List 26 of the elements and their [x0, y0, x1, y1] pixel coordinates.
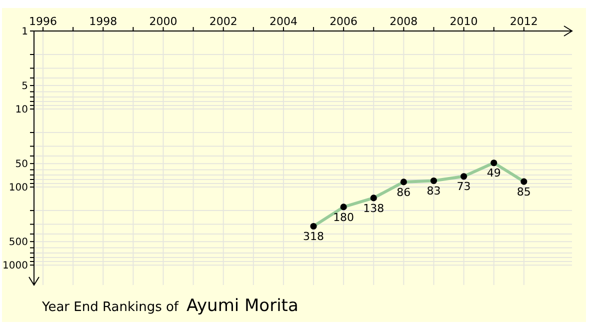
x-tick-label: 1998	[89, 15, 118, 28]
x-tick-label: 2010	[450, 15, 478, 28]
x-tick-label: 2000	[149, 15, 178, 28]
x-tick-label: 2008	[390, 15, 418, 28]
data-label: 73	[456, 180, 471, 194]
x-tick-label: 2002	[209, 15, 238, 28]
text: Ayumi Morita	[186, 296, 298, 316]
y-tick-label: 10	[15, 104, 28, 116]
data-label: 49	[486, 166, 501, 180]
y-tick-label: 1000	[2, 260, 28, 272]
y-tick-label: 100	[8, 182, 28, 194]
y-tick-label: 50	[15, 159, 28, 170]
y-tick-label: 5	[22, 81, 28, 92]
text: Year End Rankings of	[42, 300, 179, 315]
data-label: 83	[426, 184, 441, 198]
data-label: 318	[303, 230, 324, 244]
x-tick-label: 2012	[510, 15, 538, 28]
y-tick-label: 1	[22, 26, 28, 38]
data-label: 180	[333, 210, 354, 224]
data-label: 85	[516, 185, 531, 198]
x-tick-label: 2004	[269, 15, 298, 28]
data-label: 86	[396, 186, 411, 199]
y-tick-label: 500	[8, 237, 28, 248]
x-tick-label: 1996	[29, 15, 58, 28]
data-label: 138	[363, 202, 384, 215]
x-tick-label: 2006	[330, 15, 358, 28]
